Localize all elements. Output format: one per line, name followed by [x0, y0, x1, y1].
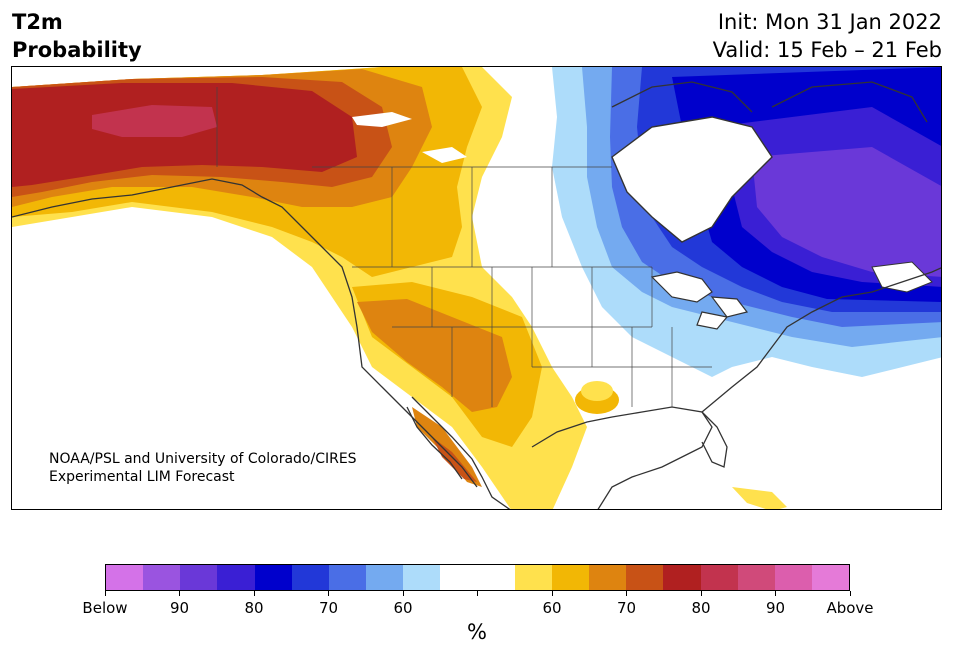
- legend-swatch: [254, 565, 292, 590]
- legend-tick-label: 90: [765, 599, 786, 617]
- legend-tick-label: 60: [393, 599, 413, 617]
- legend-swatch: [626, 565, 664, 590]
- coastlines: [12, 81, 941, 509]
- legend-swatch: [106, 565, 144, 590]
- legend-tick: [626, 591, 627, 596]
- credit-line-2: Experimental LIM Forecast: [49, 469, 235, 485]
- political-borders: [216, 87, 712, 407]
- legend-tick: [253, 591, 255, 596]
- probability-map: [11, 66, 942, 510]
- legend-tick: [551, 591, 553, 596]
- legend-swatch: [551, 565, 590, 590]
- color-legend: [105, 564, 850, 591]
- legend-swatch: [477, 565, 515, 590]
- legend-swatch: [514, 565, 552, 590]
- legend-tick-label: 80: [244, 599, 264, 617]
- cold-region-violet: [752, 147, 941, 277]
- legend-tick-label: Above: [826, 599, 874, 617]
- legend-tick: [104, 591, 106, 596]
- legend-tick-label: 70: [616, 599, 637, 617]
- legend-tick: [700, 591, 702, 596]
- legend-tick: [328, 591, 329, 596]
- legend-swatch: [811, 565, 850, 590]
- title-variable: T2m: [12, 10, 63, 34]
- legend-unit: %: [467, 620, 487, 644]
- legend-swatch: [180, 565, 218, 590]
- legend-ticks: [104, 591, 851, 597]
- credit-text: NOAA/PSL and University of Colorado/CIRE…: [49, 450, 357, 486]
- map-title: T2m Probability: [12, 8, 142, 64]
- legend-tick: [849, 591, 851, 596]
- legend-swatch: [328, 565, 367, 590]
- great-lakes: [650, 271, 749, 330]
- map-canvas: [12, 67, 941, 509]
- legend-swatch: [700, 565, 738, 590]
- legend-tick-label: 90: [169, 599, 190, 617]
- init-date: Init: Mon 31 Jan 2022: [717, 10, 942, 34]
- legend-tick: [402, 591, 404, 596]
- legend-swatch: [737, 565, 775, 590]
- legend-swatch: [774, 565, 812, 590]
- caribbean-warm: [732, 487, 787, 509]
- legend-tick-label: 60: [542, 599, 562, 617]
- legend-swatch: [143, 565, 181, 590]
- valid-range: Valid: 15 Feb – 21 Feb: [712, 38, 942, 62]
- warm-region-pink: [92, 105, 217, 137]
- legend-tick: [179, 591, 180, 596]
- legend-swatch: [663, 565, 701, 590]
- legend-swatch: [589, 565, 627, 590]
- legend-swatch: [403, 565, 441, 590]
- credit-line-1: NOAA/PSL and University of Colorado/CIRE…: [49, 451, 357, 467]
- legend-swatch: [217, 565, 255, 590]
- legend-tick-label: Below: [82, 599, 128, 617]
- legend-swatch: [366, 565, 404, 590]
- legend-tick-label: 80: [691, 599, 711, 617]
- legend-swatch: [291, 565, 329, 590]
- legend-swatch: [440, 565, 478, 590]
- title-probability: Probability: [12, 38, 142, 62]
- legend-tick: [775, 591, 776, 596]
- legend-tick: [477, 591, 478, 596]
- hudson-bay: [611, 116, 773, 243]
- forecast-dates: Init: Mon 31 Jan 2022 Valid: 15 Feb – 21…: [713, 8, 942, 64]
- legend-tick-label: 70: [318, 599, 339, 617]
